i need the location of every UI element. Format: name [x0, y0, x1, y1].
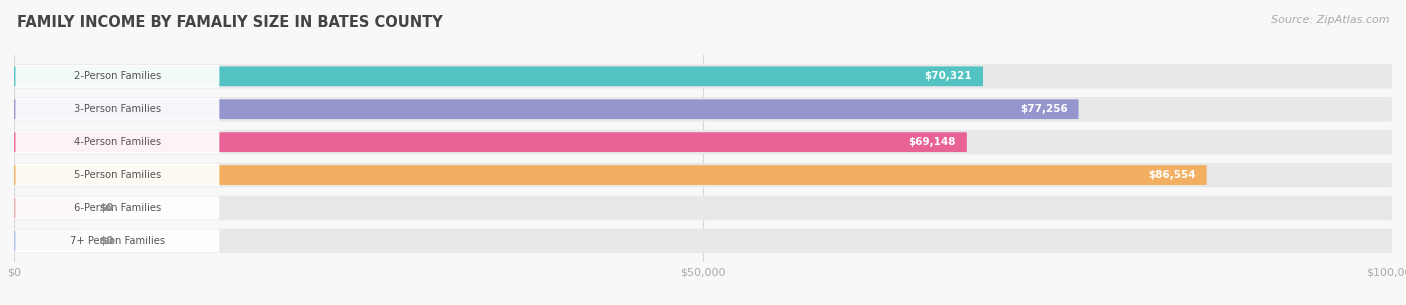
- Text: $0: $0: [100, 236, 114, 246]
- Text: FAMILY INCOME BY FAMALIY SIZE IN BATES COUNTY: FAMILY INCOME BY FAMALIY SIZE IN BATES C…: [17, 15, 443, 30]
- FancyBboxPatch shape: [14, 132, 967, 152]
- Text: 4-Person Families: 4-Person Families: [75, 137, 160, 147]
- FancyBboxPatch shape: [14, 99, 1078, 119]
- FancyBboxPatch shape: [14, 229, 1392, 253]
- FancyBboxPatch shape: [14, 196, 1392, 220]
- FancyBboxPatch shape: [15, 163, 219, 187]
- FancyBboxPatch shape: [15, 196, 219, 220]
- Text: 2-Person Families: 2-Person Families: [73, 71, 162, 81]
- FancyBboxPatch shape: [14, 64, 1392, 88]
- Text: 7+ Person Families: 7+ Person Families: [70, 236, 165, 246]
- FancyBboxPatch shape: [15, 98, 219, 121]
- FancyBboxPatch shape: [14, 163, 1392, 187]
- Text: $0: $0: [100, 203, 114, 213]
- Text: $69,148: $69,148: [908, 137, 956, 147]
- FancyBboxPatch shape: [14, 231, 83, 251]
- FancyBboxPatch shape: [14, 165, 1206, 185]
- FancyBboxPatch shape: [15, 229, 219, 253]
- Text: $70,321: $70,321: [924, 71, 972, 81]
- Text: Source: ZipAtlas.com: Source: ZipAtlas.com: [1271, 15, 1389, 25]
- Text: $86,554: $86,554: [1149, 170, 1195, 180]
- Text: 6-Person Families: 6-Person Families: [73, 203, 162, 213]
- Text: $77,256: $77,256: [1019, 104, 1067, 114]
- Text: 5-Person Families: 5-Person Families: [73, 170, 162, 180]
- Text: 3-Person Families: 3-Person Families: [75, 104, 160, 114]
- FancyBboxPatch shape: [14, 66, 983, 86]
- FancyBboxPatch shape: [15, 131, 219, 154]
- FancyBboxPatch shape: [14, 130, 1392, 154]
- FancyBboxPatch shape: [14, 198, 83, 218]
- FancyBboxPatch shape: [15, 65, 219, 88]
- FancyBboxPatch shape: [14, 97, 1392, 121]
